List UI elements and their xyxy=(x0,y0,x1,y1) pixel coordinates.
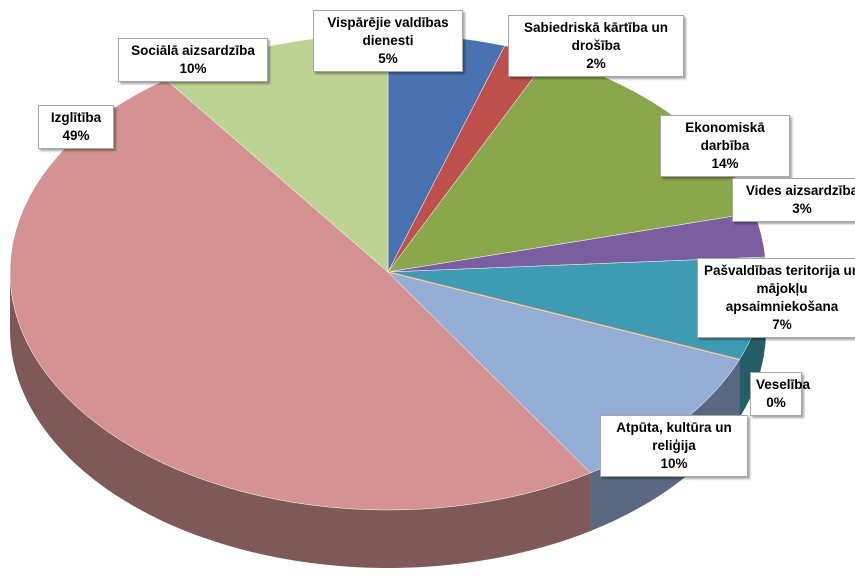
data-label: Vides aizsardzība 3% xyxy=(732,178,855,222)
value-label: 3% xyxy=(792,201,812,216)
data-label: Vispārējie valdības dienesti 5% xyxy=(313,10,463,72)
category-label: Veselība xyxy=(756,377,811,392)
value-label: 7% xyxy=(772,317,792,332)
value-label: 5% xyxy=(378,51,398,66)
value-label: 49% xyxy=(62,128,90,143)
data-label: Sociālā aizsardzība 10% xyxy=(118,38,268,82)
data-label: Ekonomiskā darbība 14% xyxy=(660,115,790,177)
category-label: Izglītība xyxy=(50,110,102,125)
category-label: Pašvaldības teritorija un mājokļu apsaim… xyxy=(703,263,855,314)
data-label: Atpūta, kultūra un reliģija 10% xyxy=(600,415,748,477)
pie-slice xyxy=(9,79,591,511)
data-label: Pašvaldības teritorija un mājokļu apsaim… xyxy=(697,258,855,338)
value-label: 10% xyxy=(660,456,688,471)
category-label: Ekonomiskā darbība xyxy=(685,120,765,153)
slice-side xyxy=(739,272,766,418)
data-label: Veselība 0% xyxy=(750,372,811,416)
value-label: 0% xyxy=(766,395,786,410)
value-label: 10% xyxy=(179,61,207,76)
slice-side xyxy=(10,272,591,569)
category-label: Vispārējie valdības dienesti xyxy=(327,15,449,48)
category-label: Sociālā aizsardzība xyxy=(131,43,255,58)
data-label: Sabiedriskā kārtība un drošība 2% xyxy=(508,15,684,77)
category-label: Atpūta, kultūra un reliģija xyxy=(616,420,732,453)
category-label: Vides aizsardzība xyxy=(745,183,855,198)
value-label: 2% xyxy=(586,56,606,71)
data-label: Izglītība 49% xyxy=(38,105,114,149)
value-label: 14% xyxy=(711,156,739,171)
category-label: Sabiedriskā kārtība un drošība xyxy=(523,20,669,53)
